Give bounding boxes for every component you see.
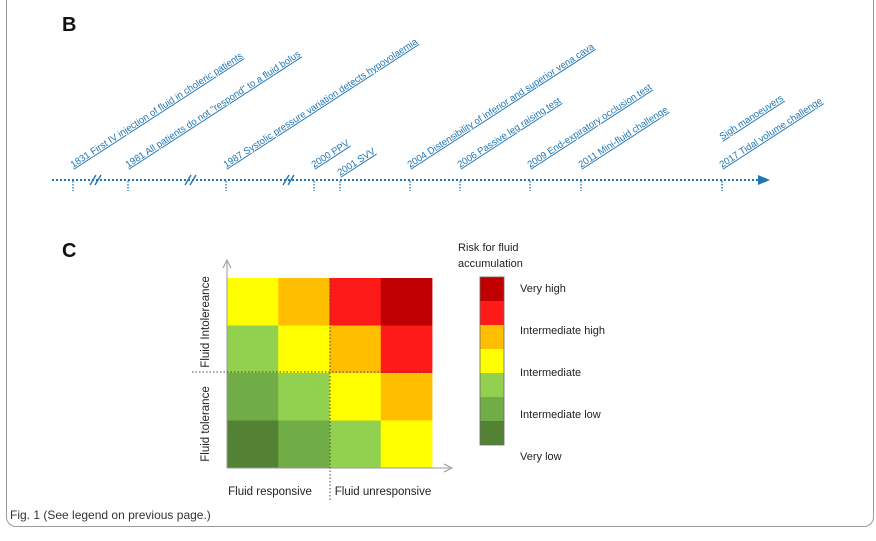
- legend-swatch: [480, 277, 504, 301]
- legend-level-label: Intermediate high: [520, 325, 605, 337]
- timeline-breaks: [89, 174, 295, 186]
- matrix-cell: [329, 278, 382, 326]
- timeline-event-label: 2004 Distensibility of inferior and supe…: [406, 41, 597, 171]
- legend-title-line1: Risk for fluid: [458, 242, 519, 254]
- legend-swatch: [480, 349, 504, 373]
- matrix-cell: [227, 325, 279, 374]
- matrix-cell: [380, 420, 433, 469]
- timeline-arrowhead: [758, 175, 770, 185]
- legend-swatch: [480, 421, 504, 445]
- legend-swatch: [480, 373, 504, 397]
- legend-swatch: [480, 325, 504, 349]
- figure-frame: [6, 0, 874, 527]
- matrix-cell: [380, 373, 433, 421]
- y-lower-label: Fluid tolerance: [200, 386, 212, 461]
- legend-level-label: Very high: [520, 283, 566, 295]
- matrix-cell: [329, 420, 382, 469]
- timeline: 1831 First IV injection of fluid in chol…: [52, 36, 825, 191]
- matrix-cell: [227, 420, 279, 469]
- matrix-y-arrow: [222, 258, 232, 269]
- matrix-x-arrow: [443, 463, 454, 473]
- legend-swatch: [480, 301, 504, 325]
- figure-caption: Fig. 1 (See legend on previous page.): [10, 508, 211, 522]
- matrix-cell: [227, 278, 279, 326]
- matrix-cell: [278, 325, 330, 374]
- legend-border: [479, 276, 505, 446]
- matrix-cell: [380, 325, 433, 374]
- legend-title-line2: accumulation: [458, 258, 523, 270]
- risk-matrix: Fluid Intolereance Fluid tolerance Fluid…: [192, 258, 454, 500]
- x-right-label: Fluid unresponsive: [335, 486, 432, 498]
- y-upper-label: Fluid Intolereance: [200, 276, 212, 367]
- legend-level-label: Intermediate: [520, 367, 581, 379]
- matrix-cell: [329, 373, 382, 421]
- matrix-cell: [329, 325, 382, 374]
- panel-b-letter: B: [62, 14, 77, 36]
- risk-legend: Risk for fluid accumulation Very high Int…: [458, 242, 605, 463]
- matrix-cell: [278, 420, 330, 469]
- timeline-event-label: 2011 Mini-fluid challenge: [577, 104, 671, 170]
- matrix-cell: [278, 278, 330, 326]
- matrix-cell: [278, 373, 330, 421]
- legend-level-label: Intermediate low: [520, 409, 601, 421]
- timeline-event-label: 1987 Systolic pressure variation detects…: [222, 36, 421, 170]
- x-left-label: Fluid responsive: [228, 486, 312, 498]
- panel-c-letter: C: [62, 240, 77, 262]
- matrix-cell: [380, 278, 433, 326]
- legend-swatch: [480, 397, 504, 421]
- matrix-cell: [227, 373, 279, 421]
- legend-level-label: Very low: [520, 451, 562, 463]
